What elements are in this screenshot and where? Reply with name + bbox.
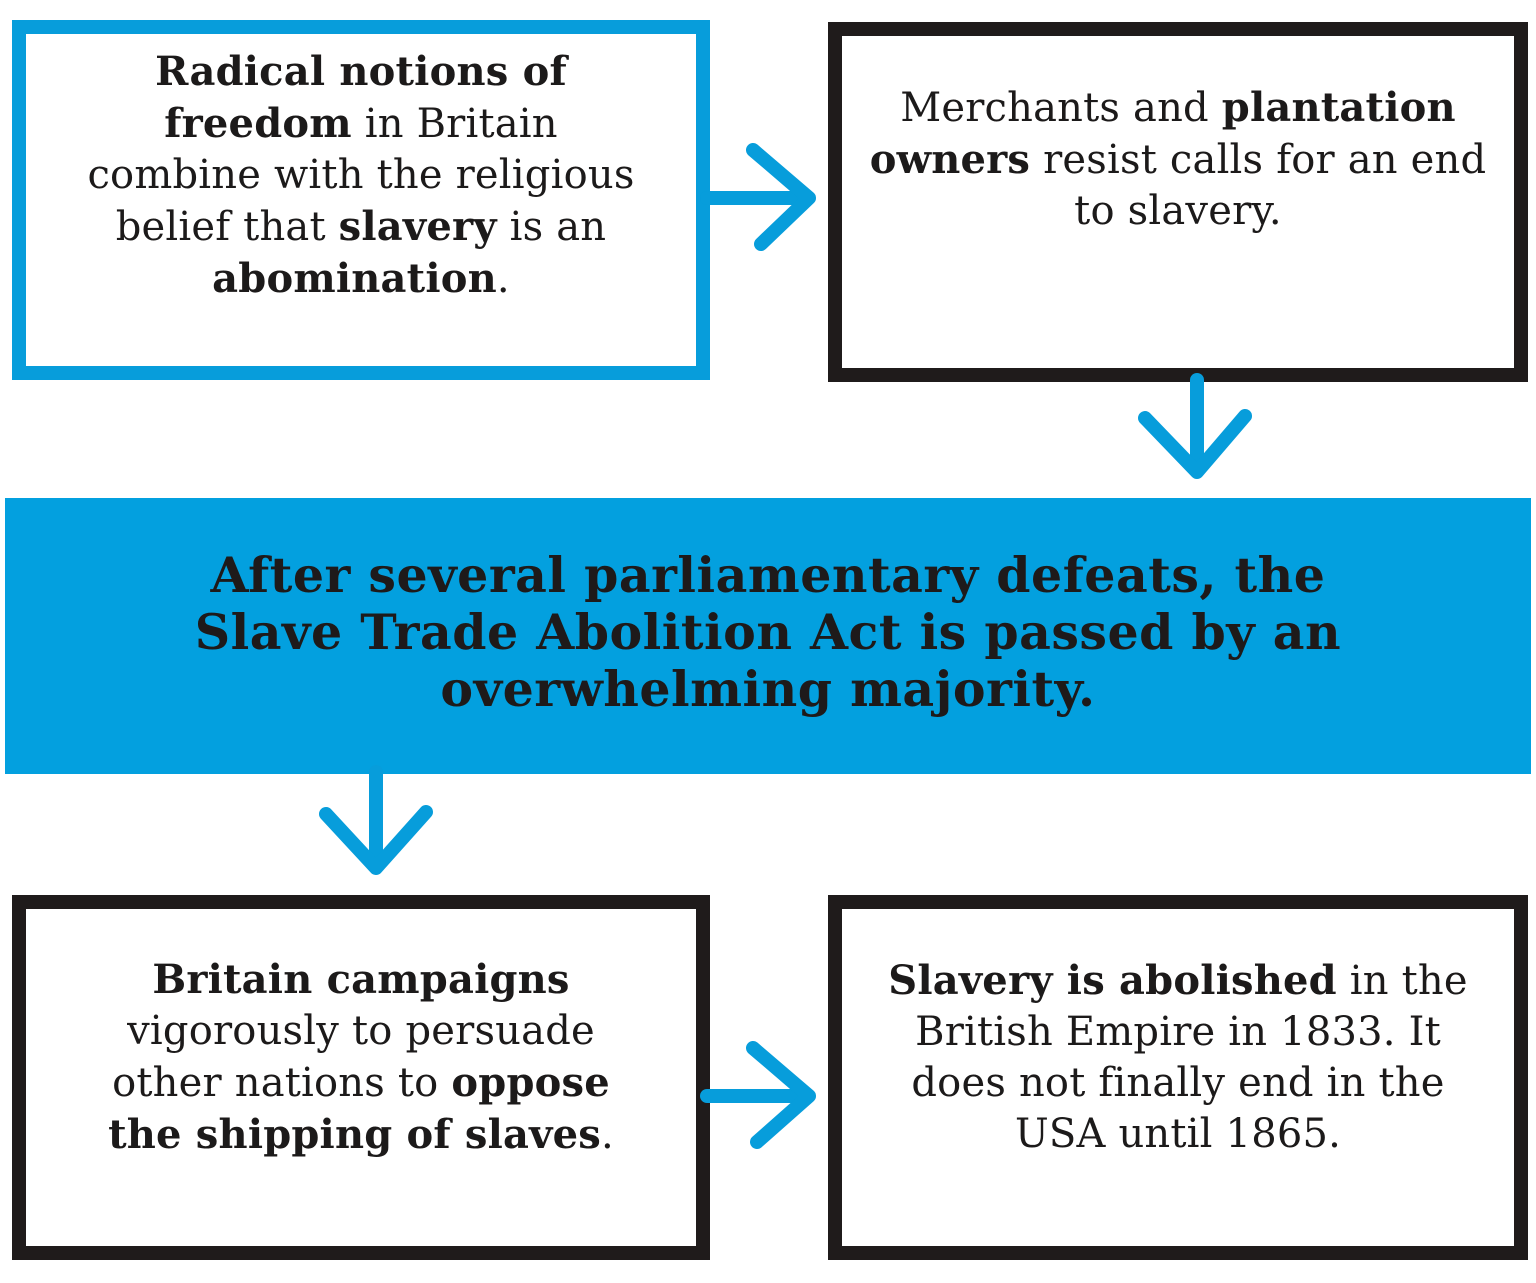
abolished-box: Slavery is abolished in the British Empi… [828, 895, 1528, 1260]
plantation-owners-phrase: plantation owners [869, 83, 1456, 183]
freedom-phrase: Radical notions of freedom [155, 47, 567, 147]
freedom-box: Radical notions of freedom in Britain co… [12, 20, 710, 380]
slavery-word: slavery [338, 202, 497, 250]
text-segment: in Britain combine with the religious be… [87, 100, 635, 250]
text-segment: . [600, 1112, 614, 1158]
arrow-right-icon [700, 1041, 816, 1149]
freedom-box-text: Radical notions of freedom in Britain co… [71, 46, 651, 305]
abomination-word: abomination [212, 254, 497, 302]
text-segment: Merchants and [900, 84, 1222, 131]
text-segment: resist calls for an end to slavery. [1030, 136, 1487, 234]
text-segment: vigorously to persuade other nations to [112, 1008, 595, 1106]
merchants-box-text: Merchants and plantation owners resist c… [868, 82, 1488, 237]
abolition-act-banner: After several parliamentary defeats, the… [5, 498, 1531, 774]
arrow-right-icon [700, 143, 816, 251]
abolished-box-text: Slavery is abolished in the British Empi… [878, 955, 1478, 1160]
merchants-box: Merchants and plantation owners resist c… [828, 22, 1528, 382]
oppose-shipping-phrase: oppose the shipping of slaves [108, 1059, 610, 1158]
arrow-down-icon [319, 765, 433, 875]
campaign-box-text: Britain campaigns vigorously to persuade… [81, 954, 641, 1161]
text-segment: . [496, 255, 510, 302]
arrow-down-icon [1138, 373, 1252, 479]
text-segment: in the British Empire in 1833. It does n… [911, 958, 1468, 1157]
slavery-abolished-phrase: Slavery is abolished [888, 957, 1337, 1004]
campaign-box: Britain campaigns vigorously to persuade… [12, 895, 710, 1260]
britain-campaigns-phrase: Britain campaigns [152, 956, 570, 1003]
text-segment: is an [496, 203, 607, 250]
banner-text: After several parliamentary defeats, the… [194, 545, 1342, 718]
